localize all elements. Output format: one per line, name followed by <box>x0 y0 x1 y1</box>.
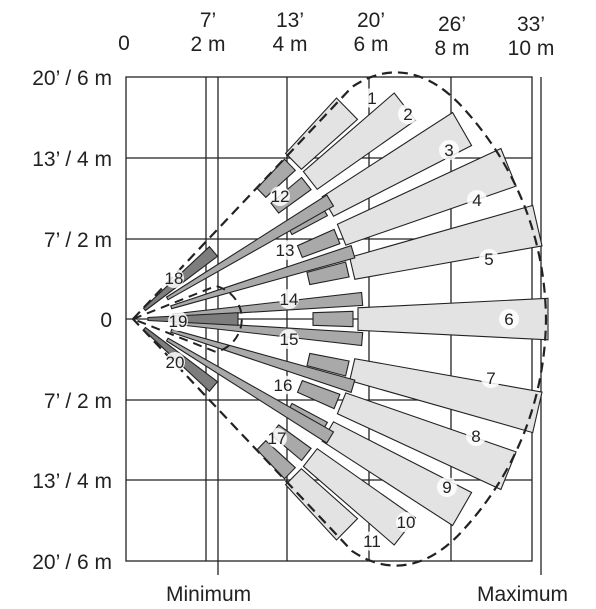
zone-8-mid-beam <box>296 379 341 410</box>
zone-13-label: 13 <box>276 241 295 260</box>
y-label-6m-bottom: 20’ / 6 m <box>32 551 112 574</box>
zone-5-label-bg <box>479 249 499 269</box>
y-label-2m-bottom: 7’ / 2 m <box>43 390 112 413</box>
zone-13-beam <box>170 244 356 310</box>
zone-2-long-beam <box>302 92 417 191</box>
y-label-zero: 0 <box>100 309 112 332</box>
zone-15-label-bg <box>279 329 299 349</box>
zone-4-label-bg <box>467 190 487 210</box>
zone-12-beam <box>165 194 335 301</box>
zone-17-beam <box>165 337 335 444</box>
zone-18-label: 18 <box>165 269 184 288</box>
zone-16-label: 16 <box>274 376 293 395</box>
zone-12-label-bg <box>270 186 290 206</box>
zone-6-mid-beam <box>312 310 354 328</box>
zone-5-label: 5 <box>484 250 493 269</box>
zone-5-mid-beam <box>306 261 350 286</box>
x-label-8m: 26’ 8 m <box>434 13 470 60</box>
y-label-4m-top: 13’ / 4 m <box>32 148 112 171</box>
maximum-label: Maximum <box>477 583 569 606</box>
zone-7-label: 7 <box>486 369 495 388</box>
y-label-6m-top: 20’ / 6 m <box>32 67 112 90</box>
zone-10-long-beam <box>302 447 417 546</box>
zone-2-label: 2 <box>403 105 412 124</box>
zone-9-long-beam <box>321 421 473 527</box>
zone-4-label: 4 <box>472 191 481 210</box>
zone-19-label: 19 <box>169 312 188 331</box>
zone-4-mid-beam <box>296 228 341 259</box>
zone-9-label: 9 <box>442 478 451 497</box>
zone-11-label-bg <box>362 531 382 551</box>
zone-3-label-bg <box>439 140 459 160</box>
zone-16-label-bg <box>273 375 293 395</box>
zone-16-beam <box>170 328 356 394</box>
coverage-outline <box>131 71 548 567</box>
zone-19-beam <box>147 312 239 326</box>
zone-18-label-bg <box>164 268 184 288</box>
y-label-4m-bottom: 13’ / 4 m <box>32 470 112 493</box>
zone-10-label: 10 <box>397 513 416 532</box>
zone-19-label-bg <box>168 311 188 331</box>
zone-4-long-beam <box>336 147 517 246</box>
near-field-outline <box>130 284 243 354</box>
zone-11-long-beam <box>284 467 359 541</box>
zone-2-label-bg <box>398 104 418 124</box>
zone-1-label-bg <box>362 88 382 108</box>
x-label-4m: 13’ 4 m <box>272 9 308 56</box>
zone-beams <box>142 92 549 546</box>
zone-7-mid-beam <box>306 352 350 377</box>
zone-14-label: 14 <box>280 290 299 309</box>
zone-12-label: 12 <box>271 187 290 206</box>
y-label-2m-top: 7’ / 2 m <box>43 229 112 252</box>
zone-17-label: 17 <box>268 429 287 448</box>
zone-17-label-bg <box>267 428 287 448</box>
minimum-label: Minimum <box>166 583 252 606</box>
zone-3-label: 3 <box>444 141 453 160</box>
x-label-10m: 33’ 10 m <box>507 13 555 60</box>
zone-8-label: 8 <box>471 427 480 446</box>
zone-7-label-bg <box>481 368 501 388</box>
zone-6-label: 6 <box>504 310 513 329</box>
zone-7-long-beam <box>349 358 543 434</box>
zone-6-label-bg <box>499 309 519 329</box>
zone-8-label-bg <box>466 426 486 446</box>
x-label-0: 0 <box>118 32 130 55</box>
zone-6-long-beam <box>357 297 549 341</box>
zone-1-long-beam <box>284 97 359 171</box>
zone-20-label-bg <box>165 352 185 372</box>
x-label-2m: 7’ 2 m <box>190 9 226 56</box>
zone-1-label: 1 <box>367 89 376 108</box>
zone-13-label-bg <box>275 240 295 260</box>
zone-11-label: 11 <box>363 532 381 551</box>
zone-20-label: 20 <box>166 353 185 372</box>
zone-8-long-beam <box>336 392 517 491</box>
zone-10-label-bg <box>396 512 416 532</box>
zone-14-label-bg <box>279 289 299 309</box>
zone-15-label: 15 <box>280 330 299 349</box>
x-label-6m: 20’ 6 m <box>353 9 389 56</box>
zone-9-label-bg <box>437 477 457 497</box>
zone-1-mid-beam <box>256 158 297 199</box>
